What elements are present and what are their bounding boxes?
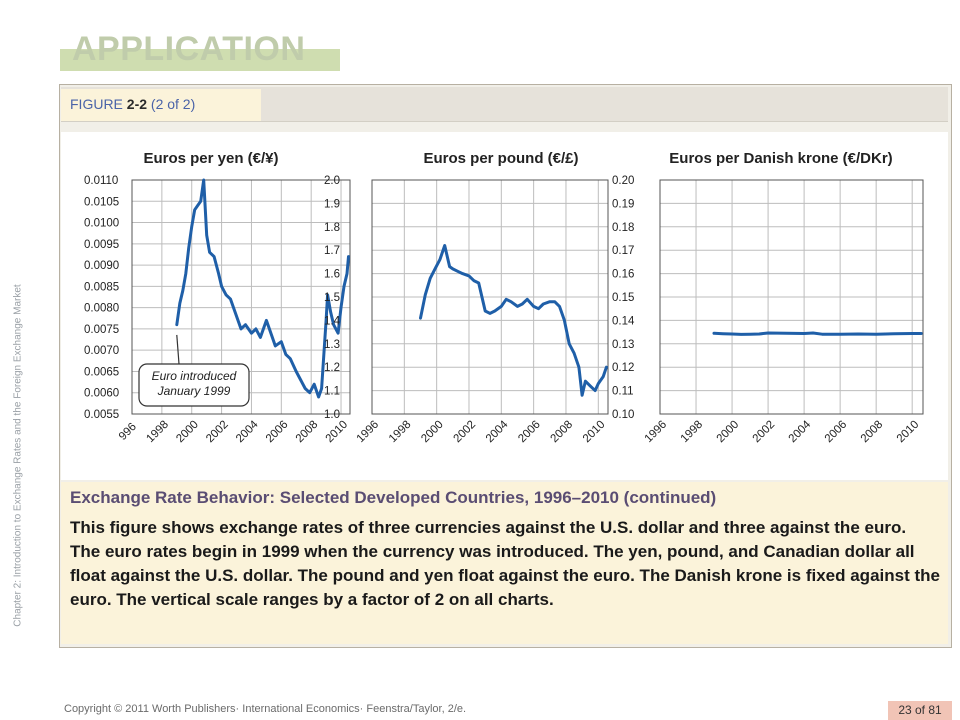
y-tick-label: 0.0085	[84, 281, 119, 293]
y-tick-label: 0.18	[612, 222, 634, 234]
x-tick-label: 2002	[452, 419, 479, 446]
title-highlight-bar	[60, 49, 340, 71]
x-tick-label: 1998	[144, 419, 171, 446]
page-number: 23 of 81	[888, 701, 952, 720]
x-tick-label: 2000	[715, 419, 742, 446]
x-tick-label: 1998	[387, 419, 414, 446]
y-tick-label: 1.3	[324, 339, 340, 351]
figure-label-number: 2-2	[126, 96, 148, 112]
x-tick-label: 2006	[264, 419, 291, 446]
x-tick-label: 2004	[787, 418, 814, 445]
annotation-text: Euro introduced	[152, 369, 237, 383]
page-title: APPLICATION	[72, 30, 306, 68]
y-tick-label: 1.0	[324, 409, 340, 421]
y-tick-label: 0.20	[612, 175, 634, 187]
y-tick-label: 1.5	[324, 292, 340, 304]
annotation-box	[138, 363, 250, 407]
y-tick-label: 0.0095	[84, 239, 119, 251]
chart-title: Euros per Danish krone (€/DKr)	[669, 150, 892, 167]
chart-1: Euros per yen (€/¥) 0.0055 0.0060 0.0065 0.0…	[84, 150, 351, 446]
chart-title: Euros per pound (€/£)	[423, 150, 578, 167]
x-tick-label: 2008	[859, 419, 886, 446]
y-tick-label: 0.0060	[84, 388, 119, 400]
figure-label-suffix: (2 of 2)	[150, 96, 196, 112]
x-tick-label: 2010	[581, 419, 608, 446]
y-tick-label: 0.0065	[84, 366, 119, 378]
y-tick-label: 1.9	[324, 198, 340, 210]
annotation-text: January 1999	[157, 384, 231, 398]
x-tick-label: 2010	[324, 419, 351, 446]
x-tick-label: 1996	[355, 419, 382, 446]
x-tick-label: 2006	[823, 419, 850, 446]
caption-panel	[61, 482, 948, 644]
series-line	[712, 331, 923, 336]
series-line	[419, 244, 608, 397]
y-tick-label: 1.6	[324, 269, 340, 281]
y-tick-label: 0.0105	[84, 196, 119, 208]
y-tick-label: 0.11	[612, 386, 634, 398]
charts-svg: Euros per yen (€/¥) 0.0055 0.0060 0.0065 0.0…	[84, 150, 924, 446]
plot-border	[371, 179, 609, 415]
plot-border	[659, 179, 924, 415]
caption-title: Exchange Rate Behavior: Selected Develop…	[70, 488, 717, 507]
x-tick-label: 2008	[294, 419, 321, 446]
y-tick-label: 0.0080	[84, 303, 119, 315]
copyright-notice: Copyright © 2011 Worth Publishers· Inter…	[64, 703, 467, 715]
x-tick-label: 996	[117, 421, 139, 443]
y-tick-label: 1.1	[324, 386, 340, 398]
chapter-side-label: Chapter 2: Introduction to Exchange Rate…	[12, 284, 24, 627]
y-tick-label: 0.17	[612, 245, 634, 257]
chart-panel: Euros per yen (€/¥) 0.0055 0.0060 0.0065 0.0…	[61, 132, 948, 480]
x-tick-label: 1996	[643, 419, 670, 446]
x-tick-label: 2006	[516, 419, 543, 446]
chart-2: Euros per pound (€/£) 1.0 1.1 1.2 1.3 1.4 1.5 1…	[324, 150, 609, 446]
y-tick-label: 1.7	[324, 245, 340, 257]
x-tick-label: 2000	[174, 419, 201, 446]
y-tick-label: 0.10	[612, 409, 634, 421]
series-line	[175, 178, 350, 399]
chart-3: Euros per Danish krone (€/DKr) 0.10 0.11 0.…	[612, 150, 924, 446]
y-tick-label: 0.0110	[84, 175, 118, 187]
y-tick-label: 0.0075	[84, 324, 119, 336]
y-tick-label: 0.13	[612, 339, 634, 351]
x-tick-label: 2008	[549, 419, 576, 446]
y-tick-label: 0.0070	[84, 345, 119, 357]
y-tick-label: 1.2	[324, 362, 340, 374]
y-tick-label: 1.4	[324, 315, 341, 327]
y-tick-label: 0.19	[612, 198, 634, 210]
figure-label: FIGURE 2-2 (2 of 2)	[70, 96, 195, 112]
caption-body: This figure shows exchange rates of thre…	[70, 518, 940, 609]
y-tick-label: 0.16	[612, 269, 634, 281]
x-tick-label: 2010	[895, 419, 922, 446]
y-tick-label: 0.15	[612, 292, 634, 304]
figure-label-prefix: FIGURE	[70, 96, 123, 112]
x-tick-label: 1998	[679, 419, 706, 446]
x-tick-label: 2000	[419, 419, 446, 446]
x-tick-label: 2004	[484, 418, 511, 445]
chart-title: Euros per yen (€/¥)	[143, 150, 278, 167]
y-tick-label: 1.8	[324, 222, 340, 234]
x-tick-label: 2002	[204, 419, 231, 446]
x-tick-label: 2002	[751, 419, 778, 446]
plot-border	[131, 179, 351, 415]
y-tick-label: 0.12	[612, 362, 634, 374]
y-tick-label: 2.0	[324, 175, 340, 187]
x-tick-label: 2004	[234, 418, 261, 445]
y-tick-label: 0.14	[612, 315, 635, 327]
annotation-pointer	[176, 334, 180, 365]
y-tick-label: 0.0055	[84, 409, 119, 421]
figure-label-tab	[61, 89, 261, 121]
y-tick-label: 0.0090	[84, 260, 119, 272]
y-tick-label: 0.0100	[84, 218, 119, 230]
